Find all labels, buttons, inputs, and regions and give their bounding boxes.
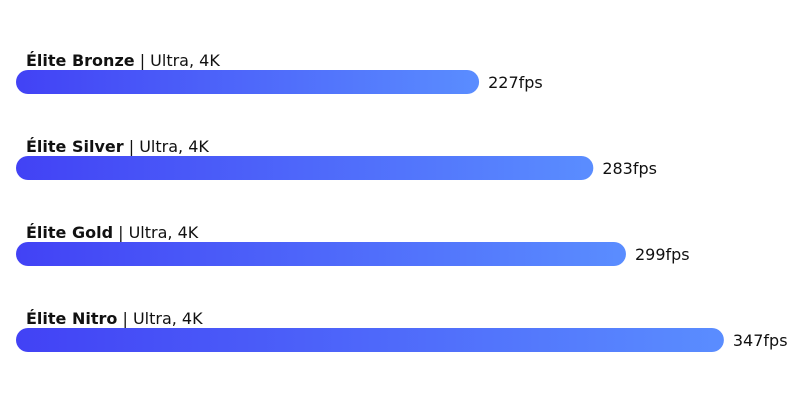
category-detail: | Ultra, 4K (113, 223, 199, 242)
bar-label: Élite Bronze | Ultra, 4K (26, 51, 220, 70)
category-name: Élite Silver (26, 137, 124, 156)
category-detail: | Ultra, 4K (135, 51, 221, 70)
bar (16, 70, 480, 94)
value-label: 227fps (488, 73, 543, 92)
value-label: 283fps (602, 159, 657, 178)
category-name: Élite Gold (26, 223, 113, 242)
category-name: Élite Bronze (26, 51, 135, 70)
category-detail: | Ultra, 4K (117, 309, 203, 328)
value-label: 299fps (635, 245, 690, 264)
bar-label: Élite Gold | Ultra, 4K (26, 223, 199, 242)
value-label: 347fps (733, 331, 788, 350)
category-name: Élite Nitro (26, 309, 117, 328)
bar (16, 156, 594, 180)
bar-label: Élite Silver | Ultra, 4K (26, 137, 209, 156)
bar-label: Élite Nitro | Ultra, 4K (26, 309, 203, 328)
bar (16, 328, 724, 352)
bar (16, 242, 626, 266)
category-detail: | Ultra, 4K (124, 137, 210, 156)
